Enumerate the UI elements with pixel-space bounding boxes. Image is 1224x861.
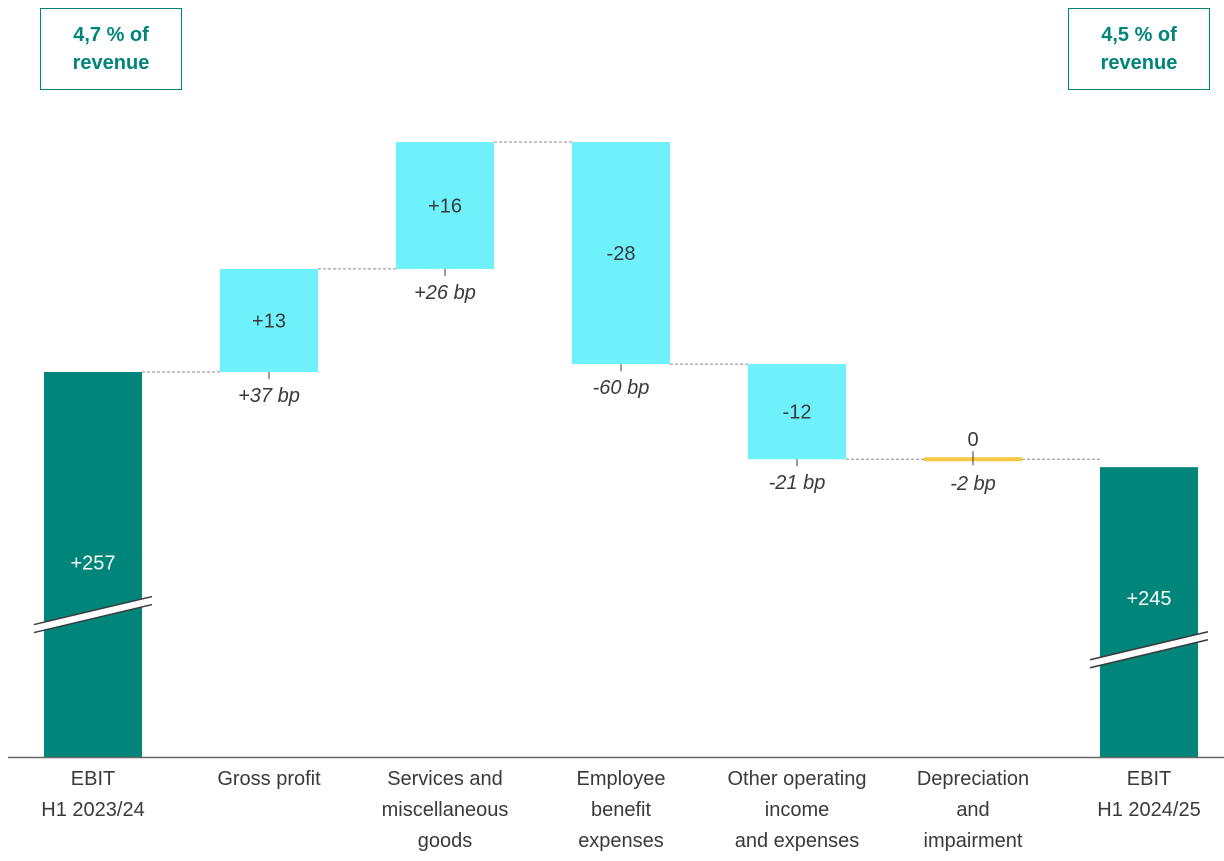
revenue-margin-callout-right: 4,5 % of revenue: [1068, 8, 1210, 90]
bar-value-label: -12: [783, 402, 812, 424]
x-tick-label: Services and miscellaneous goods: [381, 768, 509, 852]
bp-label: +26 bp: [414, 282, 476, 304]
delta-bar: [220, 268, 318, 372]
total-value-label: +257: [70, 553, 115, 575]
bar-value-label: -28: [607, 243, 636, 265]
x-tick-label: EBIT H1 2023/24: [41, 768, 145, 821]
bp-label: +37 bp: [238, 385, 300, 407]
x-tick-label: Other operating income and expenses: [727, 768, 867, 852]
delta-bar: [396, 142, 494, 269]
revenue-margin-callout-left: 4,7 % of revenue: [40, 8, 182, 90]
callout-right-line1: 4,5 % of: [1101, 24, 1177, 46]
callout-left-line1: 4,7 % of: [73, 24, 149, 46]
total-value-label: +245: [1126, 588, 1171, 610]
axis-break: [34, 596, 152, 633]
bar-value-label: 0: [967, 429, 978, 451]
axis-break-line: [1089, 639, 1209, 669]
axis-break: [1090, 631, 1208, 668]
x-tick-label: Depreciation and impairment: [916, 768, 1030, 852]
bar-value-label: +16: [428, 195, 462, 217]
axis-break-line: [1089, 631, 1209, 661]
x-tick-label: Gross profit: [217, 768, 321, 790]
x-tick-label: Employee benefit expenses: [576, 768, 666, 852]
axis-break-line: [33, 595, 153, 626]
bp-label: -60 bp: [593, 377, 650, 399]
bar-value-label: +13: [252, 310, 286, 332]
bp-label: -2 bp: [950, 473, 996, 495]
axis-break-line: [33, 603, 153, 634]
bp-label: -21 bp: [769, 472, 826, 494]
x-tick-label: EBIT H1 2024/25: [1097, 768, 1201, 821]
total-bar: [44, 372, 142, 757]
callout-left-line2: revenue: [72, 52, 150, 74]
delta-bar: [748, 364, 846, 460]
delta-bar: [572, 142, 670, 365]
total-bar: [1100, 467, 1198, 757]
callout-right-line2: revenue: [1100, 52, 1178, 74]
